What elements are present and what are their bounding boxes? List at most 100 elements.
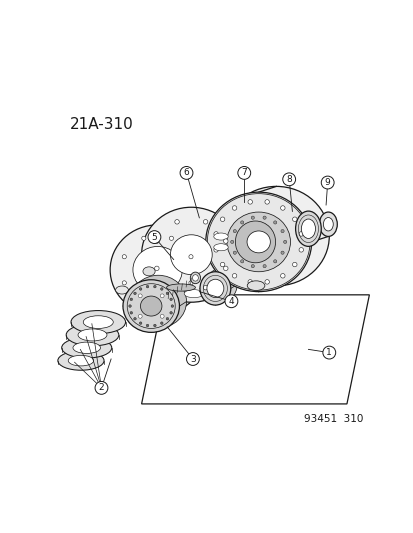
Circle shape <box>240 260 243 263</box>
Circle shape <box>154 266 159 271</box>
Text: 93451  310: 93451 310 <box>303 414 362 424</box>
Ellipse shape <box>223 187 328 286</box>
Circle shape <box>188 281 192 285</box>
Circle shape <box>188 255 192 259</box>
Circle shape <box>230 240 233 244</box>
Circle shape <box>251 264 254 268</box>
Ellipse shape <box>66 324 119 346</box>
Circle shape <box>174 220 179 224</box>
Circle shape <box>130 311 132 314</box>
Circle shape <box>233 251 236 254</box>
Circle shape <box>95 382 108 394</box>
Ellipse shape <box>140 296 161 316</box>
Circle shape <box>223 239 228 244</box>
Ellipse shape <box>71 311 125 334</box>
Circle shape <box>130 298 132 301</box>
Text: 8: 8 <box>286 175 291 184</box>
Ellipse shape <box>206 268 237 301</box>
Circle shape <box>223 266 228 271</box>
Circle shape <box>262 264 266 268</box>
Circle shape <box>122 255 126 259</box>
Circle shape <box>273 221 276 224</box>
Ellipse shape <box>226 212 290 272</box>
Circle shape <box>171 305 173 308</box>
Circle shape <box>214 232 218 236</box>
Ellipse shape <box>184 289 203 297</box>
Ellipse shape <box>110 225 204 314</box>
Circle shape <box>166 318 169 320</box>
Text: 21A-310: 21A-310 <box>69 117 133 132</box>
Circle shape <box>166 292 169 295</box>
Circle shape <box>169 298 172 301</box>
Ellipse shape <box>213 233 228 240</box>
Circle shape <box>322 346 335 359</box>
Circle shape <box>233 230 236 233</box>
Ellipse shape <box>62 337 112 358</box>
Ellipse shape <box>247 281 264 290</box>
Circle shape <box>237 166 250 179</box>
Ellipse shape <box>68 356 93 366</box>
Circle shape <box>282 173 295 185</box>
Circle shape <box>180 166 192 179</box>
Circle shape <box>160 288 163 290</box>
Circle shape <box>280 206 285 210</box>
Circle shape <box>186 353 199 366</box>
Circle shape <box>214 248 218 252</box>
Circle shape <box>160 294 164 298</box>
Ellipse shape <box>58 351 104 370</box>
Circle shape <box>247 200 252 204</box>
Ellipse shape <box>235 221 275 263</box>
Ellipse shape <box>301 219 315 238</box>
Ellipse shape <box>199 272 230 305</box>
Circle shape <box>139 288 142 290</box>
Text: 2: 2 <box>98 383 104 392</box>
Ellipse shape <box>213 244 228 251</box>
Circle shape <box>247 280 252 284</box>
Circle shape <box>169 299 173 303</box>
Circle shape <box>220 217 224 222</box>
Circle shape <box>174 285 179 290</box>
Circle shape <box>251 216 254 219</box>
Circle shape <box>160 322 163 325</box>
Circle shape <box>232 273 236 278</box>
Circle shape <box>225 295 237 308</box>
Circle shape <box>264 200 269 204</box>
Ellipse shape <box>205 192 311 292</box>
Circle shape <box>169 311 172 314</box>
Text: 4: 4 <box>228 297 234 306</box>
Circle shape <box>138 314 142 318</box>
Circle shape <box>138 294 142 298</box>
Ellipse shape <box>153 303 171 310</box>
Ellipse shape <box>123 280 179 333</box>
Circle shape <box>122 281 126 285</box>
Ellipse shape <box>192 274 198 281</box>
Circle shape <box>160 314 164 318</box>
Circle shape <box>292 217 296 222</box>
Ellipse shape <box>190 272 200 284</box>
Circle shape <box>320 176 333 189</box>
Circle shape <box>146 324 148 327</box>
Ellipse shape <box>166 284 195 291</box>
Circle shape <box>298 232 303 236</box>
Circle shape <box>128 305 131 308</box>
Ellipse shape <box>83 316 113 328</box>
Circle shape <box>232 206 236 210</box>
Circle shape <box>133 292 136 295</box>
Circle shape <box>280 273 285 278</box>
Ellipse shape <box>295 211 320 246</box>
Ellipse shape <box>170 235 212 274</box>
Ellipse shape <box>130 275 186 328</box>
Circle shape <box>203 285 207 290</box>
Circle shape <box>280 251 283 254</box>
Circle shape <box>280 230 283 233</box>
Circle shape <box>292 262 296 267</box>
Text: 1: 1 <box>325 348 331 357</box>
Circle shape <box>273 260 276 263</box>
Circle shape <box>203 220 207 224</box>
Circle shape <box>153 285 156 288</box>
Circle shape <box>141 299 145 303</box>
Circle shape <box>220 262 224 267</box>
Ellipse shape <box>115 286 128 294</box>
Text: 7: 7 <box>241 168 247 177</box>
Ellipse shape <box>133 246 182 293</box>
